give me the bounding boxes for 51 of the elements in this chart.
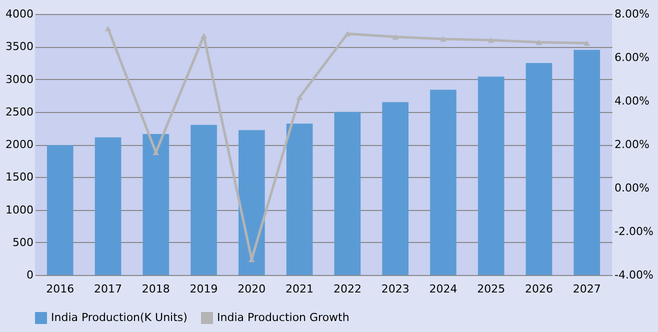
- bar: [190, 124, 217, 275]
- point: [584, 40, 590, 46]
- y2-tick-label: 0.00%: [614, 182, 650, 194]
- point: [392, 34, 398, 40]
- point: [296, 94, 303, 100]
- x-tick-label: 2020: [238, 282, 266, 296]
- x-tick-label: 2019: [190, 282, 218, 296]
- y2-tick-label: 6.00%: [614, 51, 650, 64]
- legend-label: India Production(K Units): [51, 311, 188, 324]
- bar: [430, 90, 456, 275]
- y2-tick-label: -2.00%: [614, 225, 654, 238]
- x-tick-label: 2017: [94, 282, 122, 296]
- bar: [526, 62, 552, 275]
- bar: [286, 124, 313, 275]
- bar: [94, 137, 122, 275]
- y-tick-label: 3500: [6, 40, 34, 54]
- y-tick-label: 1000: [6, 203, 34, 216]
- y2-tick-label: -4.00%: [614, 268, 654, 282]
- x-tick-label: 2021: [286, 282, 314, 296]
- x-tick-label: 2027: [572, 282, 601, 296]
- point: [200, 33, 207, 38]
- y2-tick-label: 2.00%: [614, 138, 650, 151]
- bar: [478, 76, 504, 275]
- point: [104, 26, 112, 32]
- point: [488, 37, 494, 43]
- y-tick-label: 3000: [6, 72, 34, 86]
- bar: [46, 145, 74, 275]
- bar: [382, 102, 408, 275]
- bar: [238, 130, 265, 275]
- point: [344, 31, 351, 37]
- y-tick-label: 2000: [6, 138, 34, 151]
- legend-label: India Production Growth: [217, 311, 350, 324]
- y-tick-label: 1500: [6, 170, 34, 184]
- x-tick-label: 2016: [46, 282, 74, 296]
- point: [440, 36, 446, 42]
- x-tick-label: 2026: [524, 282, 553, 296]
- y-tick-label: 0: [26, 268, 34, 282]
- bar: [334, 112, 361, 275]
- bar: [142, 134, 170, 275]
- y2-tick-label: 8.00%: [614, 8, 650, 20]
- y2-tick-label: 4.00%: [614, 94, 650, 108]
- x-tick-label: 2024: [429, 282, 458, 296]
- bar: [574, 50, 600, 275]
- point: [536, 40, 542, 46]
- y-tick-label: 2500: [6, 105, 34, 118]
- x-tick-label: 2018: [142, 282, 170, 296]
- x-tick-label: 2023: [381, 282, 410, 296]
- y-tick-label: 500: [12, 236, 34, 249]
- x-tick-label: 2025: [477, 282, 506, 296]
- x-tick-label: 2022: [333, 282, 362, 296]
- y-tick-label: 4000: [6, 8, 34, 20]
